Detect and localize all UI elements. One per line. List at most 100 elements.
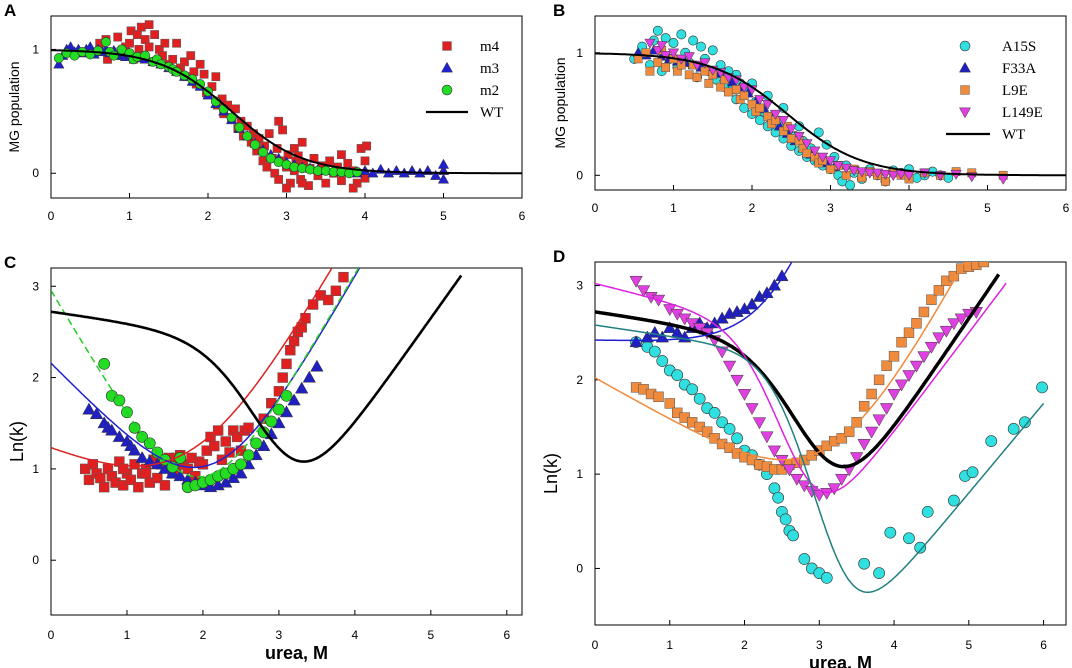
plot-frame: [50, 267, 523, 616]
data-point: [903, 532, 915, 545]
data-point: [716, 416, 728, 429]
data-point: [739, 102, 750, 113]
data-point: [813, 127, 824, 138]
data-point: [197, 459, 209, 470]
data-point: [782, 464, 797, 477]
fit-line-m3-fit: [51, 268, 361, 469]
data-point: [704, 79, 714, 88]
data-point: [887, 389, 901, 401]
data-point: [140, 468, 152, 479]
y-tick-label: 3: [576, 279, 583, 293]
data-point: [696, 41, 706, 52]
x-tick-label: 1: [670, 201, 677, 215]
data-point: [760, 431, 774, 444]
data-point: [641, 48, 651, 58]
data-point: [117, 463, 129, 475]
fit-line-wt: [595, 52, 1066, 177]
data-point: [274, 116, 284, 126]
data-point: [775, 455, 789, 467]
data-point: [160, 38, 170, 48]
x-tick-label: 6: [503, 628, 510, 642]
data-point: [653, 391, 664, 403]
data-point: [790, 473, 804, 486]
data-point: [125, 474, 136, 486]
data-point: [887, 171, 899, 182]
data-point: [801, 139, 813, 150]
y-tick-label: 2: [32, 371, 39, 385]
data-point: [310, 359, 324, 372]
legend-label: WT: [480, 105, 503, 121]
data-point: [802, 148, 812, 158]
data-point: [671, 369, 684, 382]
data-point: [321, 178, 331, 188]
legend-marker: [442, 41, 452, 51]
data-point: [731, 432, 743, 445]
data-point: [98, 481, 110, 493]
data-point: [827, 483, 841, 496]
data-point: [297, 178, 307, 188]
panel-label: D: [553, 247, 565, 266]
x-tick-label: 3: [816, 638, 823, 652]
y-tick-label: 0: [576, 561, 583, 575]
data-point: [113, 32, 123, 42]
data-point: [297, 137, 307, 147]
data-point: [864, 168, 876, 179]
data-point: [777, 116, 790, 127]
data-point: [265, 415, 278, 428]
x-tick-label: 2: [749, 201, 756, 215]
panel-c: C 0 1 2 3 4 5 6 0 1 2 3 Ln(k) urea, M: [4, 253, 523, 663]
x-tick-label: 6: [1040, 638, 1047, 652]
data-point: [858, 557, 871, 570]
data-point: [809, 146, 821, 157]
data-point: [127, 443, 142, 456]
data-point: [933, 285, 945, 296]
data-point: [53, 58, 65, 69]
data-point: [129, 459, 140, 470]
data-point: [664, 398, 675, 409]
y-tick-label: 0: [576, 168, 583, 182]
data-point: [775, 269, 789, 282]
data-point: [894, 379, 909, 392]
data-point: [112, 430, 127, 442]
data-point: [226, 112, 237, 123]
data-point: [173, 469, 187, 482]
data-point: [212, 425, 224, 436]
data-point: [879, 403, 894, 416]
fit-line-wt-fit: [595, 273, 1001, 469]
data-point: [656, 355, 669, 367]
series-l149e: [629, 275, 983, 502]
legend-label: F33A: [1002, 61, 1036, 77]
data-point: [1007, 423, 1020, 435]
data-point: [661, 63, 671, 72]
data-point: [730, 374, 744, 387]
x-axis-label: urea, M: [265, 643, 328, 663]
data-point: [966, 466, 979, 479]
data-point: [144, 20, 154, 30]
data-point: [858, 401, 870, 412]
data-point: [693, 392, 706, 405]
data-point: [772, 491, 785, 504]
x-tick-label: 2: [200, 628, 207, 642]
data-point: [159, 480, 171, 491]
data-point: [932, 332, 946, 345]
data-point: [954, 313, 968, 326]
data-point: [125, 38, 134, 48]
data-point: [864, 426, 879, 439]
data-point: [437, 158, 450, 169]
fit-line-l149e-fit: [595, 282, 1007, 494]
data-point: [264, 129, 274, 138]
data-point: [289, 144, 299, 153]
data-point: [926, 294, 937, 305]
data-point: [343, 158, 353, 168]
data-point: [653, 58, 663, 67]
data-point: [82, 402, 96, 415]
data-point: [911, 318, 922, 329]
legend: A15S F33A L9E L149E WT: [946, 39, 1043, 143]
fit-line-f33a-fit: [595, 262, 793, 342]
data-point: [360, 173, 370, 183]
plot-area: [595, 262, 1048, 594]
series-m3: [53, 41, 450, 184]
plot-area: [595, 25, 1066, 190]
data-point: [282, 183, 291, 193]
y-tick-label: 1: [576, 46, 583, 60]
